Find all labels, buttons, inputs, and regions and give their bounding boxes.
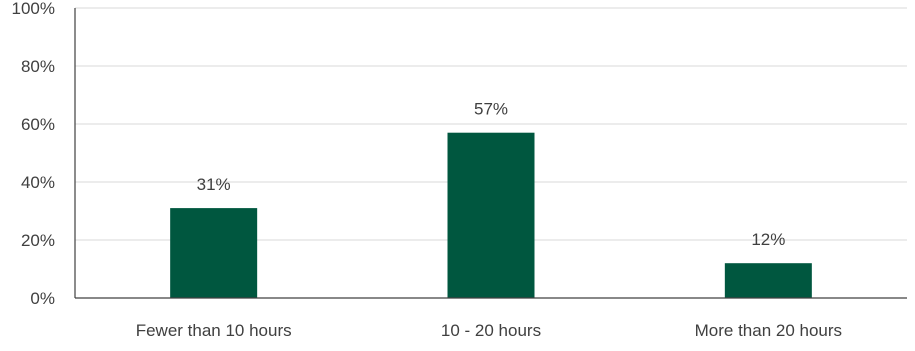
y-tick-label: 40% [21, 173, 55, 192]
data-label: 57% [474, 100, 508, 119]
category-label: 10 - 20 hours [441, 321, 541, 340]
bar [170, 208, 258, 298]
y-tick-label: 60% [21, 115, 55, 134]
bar [447, 132, 535, 298]
y-tick-label: 80% [21, 57, 55, 76]
data-label: 31% [197, 175, 231, 194]
category-label: More than 20 hours [695, 321, 842, 340]
bars [170, 132, 812, 298]
y-axis-ticks: 0% 20% 40% 60% 80% 100% [12, 0, 55, 308]
y-tick-label: 0% [30, 289, 55, 308]
y-tick-label: 100% [12, 0, 55, 18]
category-labels: Fewer than 10 hours 10 - 20 hours More tha… [136, 321, 842, 340]
bar [724, 263, 812, 298]
data-labels: 31% 57% 12% [197, 100, 786, 250]
category-label: Fewer than 10 hours [136, 321, 292, 340]
y-tick-label: 20% [21, 231, 55, 250]
data-label: 12% [751, 230, 785, 249]
gridlines [75, 7, 907, 241]
